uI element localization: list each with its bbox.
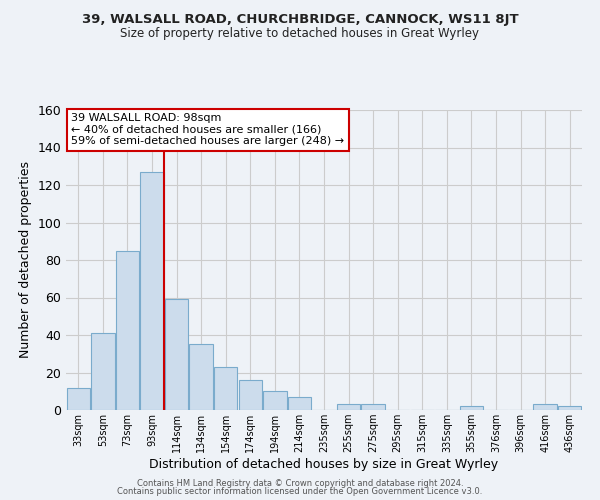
X-axis label: Distribution of detached houses by size in Great Wyrley: Distribution of detached houses by size … [149,458,499,471]
Bar [337,404,360,410]
Bar [91,333,115,410]
Bar [214,367,238,410]
Bar [165,300,188,410]
Bar [288,397,311,410]
Text: Contains HM Land Registry data © Crown copyright and database right 2024.: Contains HM Land Registry data © Crown c… [137,478,463,488]
Text: 39 WALSALL ROAD: 98sqm
← 40% of detached houses are smaller (166)
59% of semi-de: 39 WALSALL ROAD: 98sqm ← 40% of detached… [71,113,344,146]
Bar [67,388,90,410]
Bar [558,406,581,410]
Text: 39, WALSALL ROAD, CHURCHBRIDGE, CANNOCK, WS11 8JT: 39, WALSALL ROAD, CHURCHBRIDGE, CANNOCK,… [82,12,518,26]
Bar [460,406,483,410]
Bar [190,344,213,410]
Bar [361,404,385,410]
Y-axis label: Number of detached properties: Number of detached properties [19,162,32,358]
Bar [533,404,557,410]
Text: Contains public sector information licensed under the Open Government Licence v3: Contains public sector information licen… [118,487,482,496]
Bar [140,172,164,410]
Text: Size of property relative to detached houses in Great Wyrley: Size of property relative to detached ho… [121,28,479,40]
Bar [263,391,287,410]
Bar [116,250,139,410]
Bar [239,380,262,410]
